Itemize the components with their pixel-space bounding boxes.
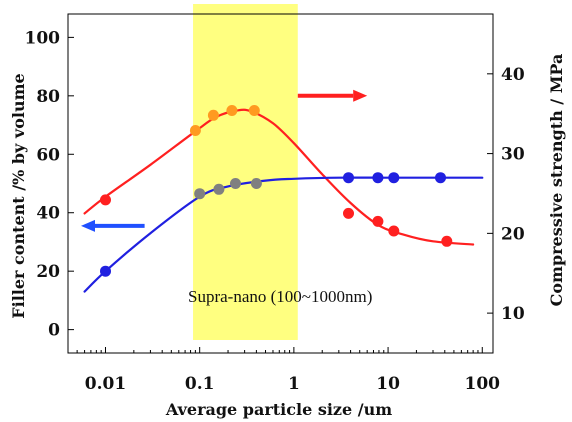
- x-tick-label: 1: [288, 374, 300, 394]
- series-2-point: [388, 172, 400, 184]
- series-2-point: [372, 172, 384, 184]
- axis-ticks: 0.01 0.1 1 10 100 0 20 40 60 80 100 10 20 30 40: [25, 28, 525, 394]
- series-1-point: [189, 125, 201, 136]
- y-left-tick-label: 0: [48, 321, 60, 341]
- series-1-point: [372, 215, 384, 227]
- series-1-point: [441, 235, 453, 247]
- y-left-tick-label: 60: [36, 145, 60, 165]
- series-2-point: [230, 178, 241, 189]
- series-2-point: [194, 188, 206, 200]
- y-right-tick-label: 10: [501, 304, 525, 324]
- highlight-label: Supra-nano (100~1000nm): [188, 287, 372, 306]
- plot-frame: [67, 13, 494, 354]
- y-left-tick-label: 40: [36, 204, 60, 224]
- y-right-axis-title: Compressive strength / MPa: [547, 54, 566, 307]
- y-left-axis-title: Filler content /% by volume: [9, 73, 28, 318]
- x-tick-label: 100: [465, 374, 501, 394]
- series-2-curve: [83, 176, 484, 293]
- series-1-point: [100, 194, 111, 206]
- series-1-point: [343, 207, 354, 219]
- y-right-tick-label: 30: [501, 145, 525, 165]
- series-1-point: [207, 109, 219, 121]
- series-2-point: [343, 172, 354, 184]
- y-right-tick-label: 40: [501, 65, 525, 85]
- x-tick-label: 10: [376, 374, 400, 394]
- series-1-point: [226, 105, 238, 116]
- y-left-tick-label: 80: [36, 87, 60, 107]
- y-right-tick-label: 20: [501, 224, 525, 244]
- arrow-right-head: [353, 89, 368, 102]
- trend-arrows: [81, 89, 368, 232]
- arrow-left-head: [81, 219, 95, 232]
- x-tick-label: 0.1: [185, 374, 215, 394]
- series-2-point: [100, 265, 111, 277]
- series-2-point: [213, 183, 225, 195]
- y-left-tick-label: 20: [36, 262, 60, 282]
- x-tick-label: 0.01: [85, 374, 126, 394]
- series-1-point: [388, 225, 400, 237]
- series-1-point: [248, 105, 260, 116]
- series-2-point: [435, 172, 446, 184]
- series-2-point: [250, 178, 262, 189]
- y-left-tick-label: 100: [25, 28, 61, 48]
- x-axis-title: Average particle size /um: [165, 400, 392, 419]
- supra-nano-band: [193, 4, 298, 340]
- data-points: [100, 105, 453, 277]
